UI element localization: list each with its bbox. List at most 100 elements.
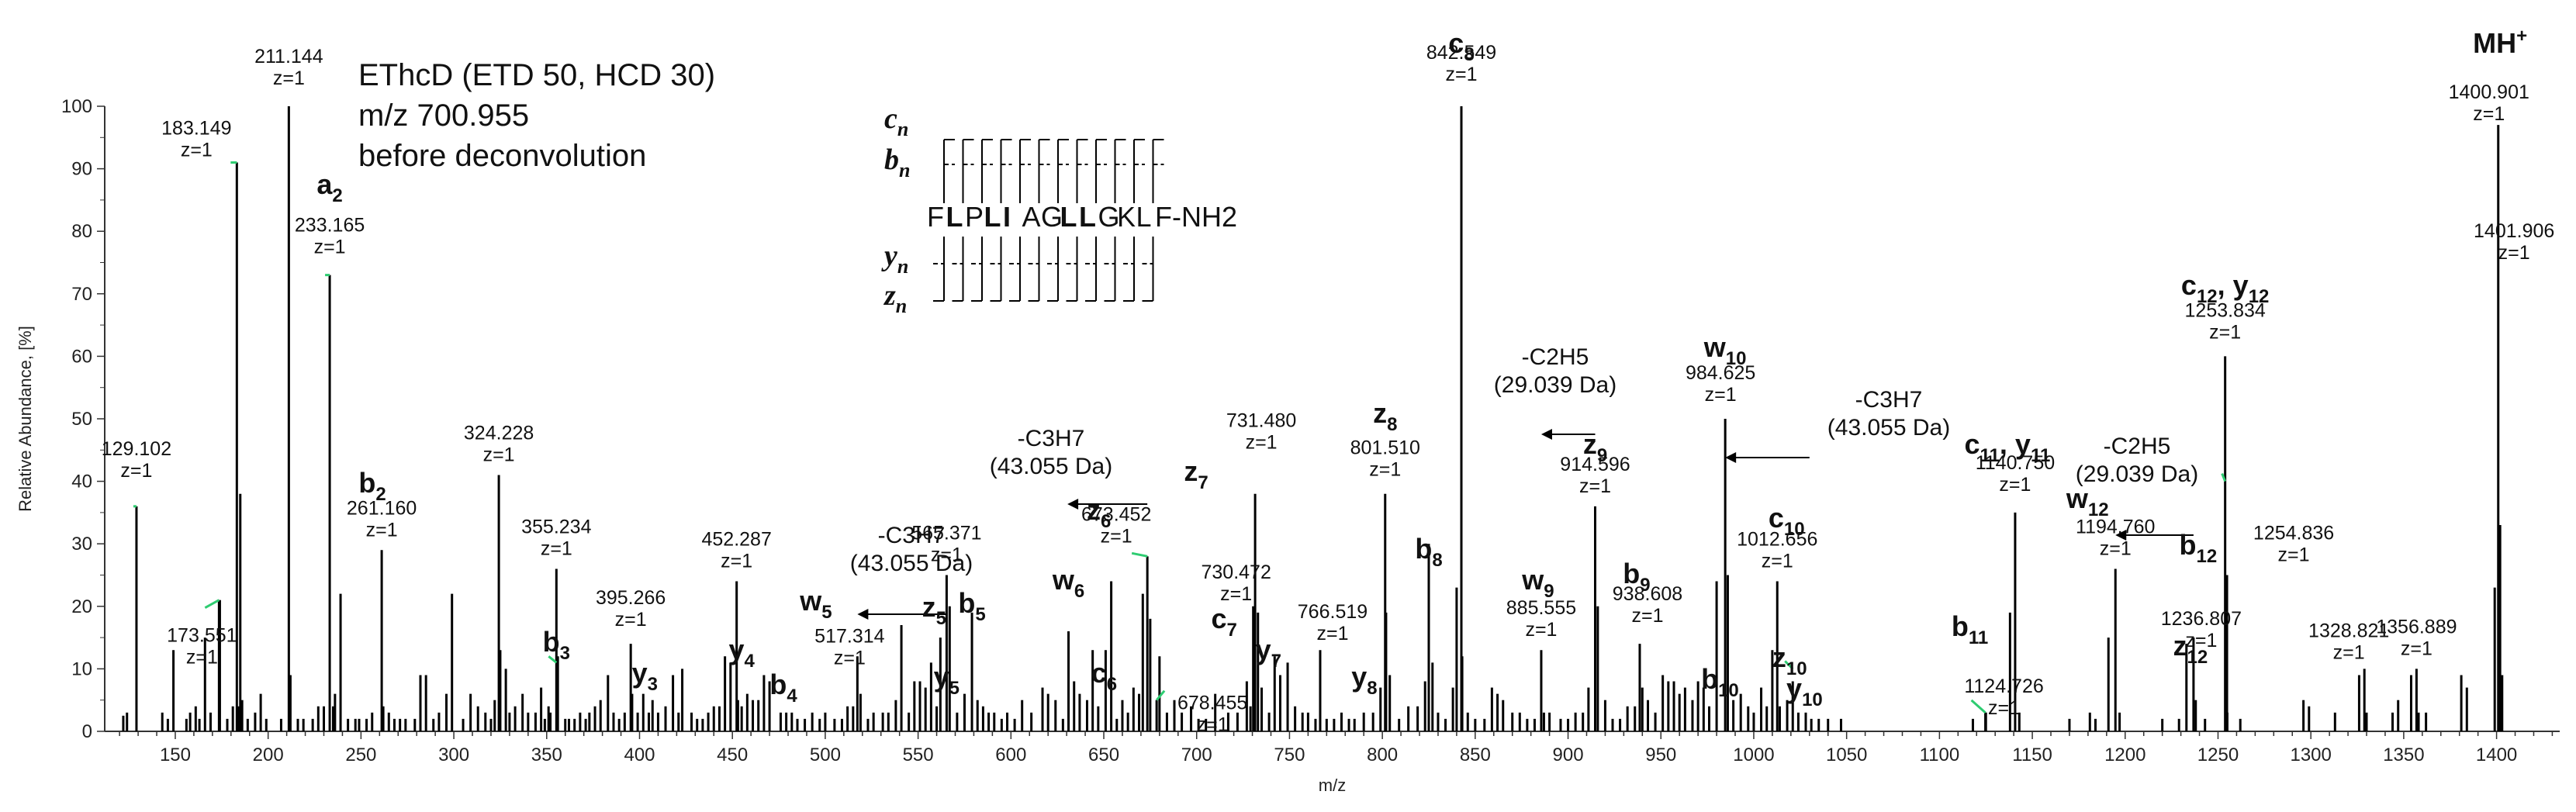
peak-charge-label: z=1 [2473,103,2505,125]
label-leader [1970,699,1986,714]
loss-arrowhead [857,609,869,620]
label-leader [1131,551,1148,558]
label-leader [1155,689,1166,701]
x-tick-label: 900 [1553,745,1584,765]
x-axis-title: m/z [1319,776,1346,795]
peak-mz-label: 1254.836 [2253,523,2334,544]
y-tick-label: 20 [71,596,92,617]
fragment-ion-label: b2 [358,467,386,505]
fragment-ion-label: w6 [1052,564,1084,602]
y-tick-label: 10 [71,658,92,679]
peaks [122,106,2504,731]
peak-charge-label: z=1 [931,544,963,566]
x-tick-label: 1000 [1733,745,1774,765]
info-line: before deconvolution [358,139,646,173]
x-tick-label: 1300 [2290,745,2331,765]
peak-mz-label: 517.314 [814,625,884,647]
x-tick-label: 800 [1367,745,1398,765]
x-tick-label: 200 [253,745,284,765]
peak-charge-label: z=1 [314,237,346,258]
peak-charge-label: z=1 [1999,474,2031,496]
peak-charge-label: z=1 [1316,623,1348,644]
peak-labels: 129.102z=1173.551z=1183.149z=1211.144z=1… [102,26,2555,736]
ladder-residue: I [1003,201,1011,233]
peak-charge-label: z=1 [181,140,213,161]
peak-charge-label: z=1 [2401,638,2433,659]
axes: 150 200 250 300 350 400 450 500 550 600 650 700 750 8… [16,96,2560,795]
neutral-loss-label: -C2H5 [1522,344,1589,370]
peak-mz-label: 129.102 [102,438,171,460]
peak-mz-label: 1140.750 [1976,452,2055,474]
peak-charge-label: z=1 [541,537,572,559]
peak-charge-label: z=1 [186,647,218,669]
peak-charge-label: z=1 [2209,321,2241,343]
peak-mz-label: 452.287 [701,529,771,551]
peak-mz-label: 183.149 [161,118,231,140]
ladder-residue: L [984,201,1001,233]
fragment-ion-label: y3 [632,657,658,695]
peak-mz-label: 211.144 [254,46,323,67]
y-tick-label: 40 [71,472,92,492]
peak-charge-label: z=1 [2100,537,2132,559]
annotations: -C3H7(43.055 Da)-C3H7(43.055 Da)-C2H5(29… [133,161,2227,714]
ladder-residue: G [1041,201,1063,233]
peak-charge-label: z=1 [834,647,866,669]
peak-mz-label: 1253.834 [2185,299,2266,321]
ladder-residue: F [927,201,944,233]
label-leader [548,655,558,664]
y-tick-label: 0 [82,721,92,742]
peak-charge-label: z=1 [1988,697,2020,719]
fragment-ion-label: z9 [1583,428,1607,466]
ladder-residue: L [1136,201,1152,233]
fragment-ion-label: y4 [728,634,755,672]
x-tick-label: 700 [1181,745,1212,765]
peak-mz-label: 914.596 [1560,454,1630,475]
neutral-loss-label: -C2H5 [2104,434,2171,459]
peak-charge-label: z=1 [1762,551,1793,572]
peak-mz-label: 1012.656 [1737,529,1817,551]
peak-charge-label: z=1 [2333,641,2365,663]
ladder-residue: P [965,201,984,233]
x-tick-label: 850 [1460,745,1491,765]
x-tick-label: 400 [624,745,655,765]
peak-mz-label: 395.266 [596,587,666,609]
peak-mz-label: 1124.726 [1964,676,2043,697]
x-tick-label: 650 [1088,745,1119,765]
neutral-loss-mass: (43.055 Da) [850,551,973,576]
peak-mz-label: 673.452 [1081,503,1151,525]
fragment-ion-label: w12 [2066,482,2109,520]
neutral-loss-label: -C3H7 [1855,387,1923,413]
peak-mz-label: 1194.760 [2076,516,2155,537]
x-tick-label: 1100 [1920,745,1960,765]
peak-mz-label: 678.455 [1177,693,1247,714]
x-tick-label: 750 [1274,745,1305,765]
peak-mz-label: 1356.889 [2376,616,2457,638]
peak-charge-label: z=1 [1445,64,1477,85]
ladder-residue: L [1079,201,1096,233]
peak-charge-label: z=1 [2498,242,2530,264]
y-tick-label: 100 [61,96,92,117]
fragment-ion-label: b8 [1415,533,1442,571]
ladder-ion-type: yn [881,240,908,278]
ladder-residue: G [1098,201,1120,233]
fragment-ion-label: c6 [1091,657,1117,695]
peak-mz-label: 1401.906 [2474,220,2554,242]
fragment-ion-label: w9 [1521,564,1554,602]
y-tick-label: 30 [71,534,92,555]
x-tick-label: 450 [717,745,748,765]
x-tick-label: 500 [810,745,841,765]
peak-charge-label: z=1 [1579,475,1611,497]
peak-mz-label: 1328.821 [2308,620,2389,641]
ladder-residue: F-NH2 [1155,201,1237,233]
x-tick-label: 1200 [2104,745,2146,765]
peak-mz-label: 885.555 [1506,597,1576,619]
fragment-ion-label: w5 [799,585,832,623]
fragment-ion-label: MH+ [2473,26,2527,59]
x-tick-label: 1250 [2197,745,2239,765]
fragment-ion-label: y10 [1786,672,1823,710]
x-tick-label: 1350 [2383,745,2424,765]
peak-charge-label: z=1 [1705,384,1737,406]
peak-mz-label: 1236.807 [2161,608,2242,630]
label-leader [2221,473,2227,482]
